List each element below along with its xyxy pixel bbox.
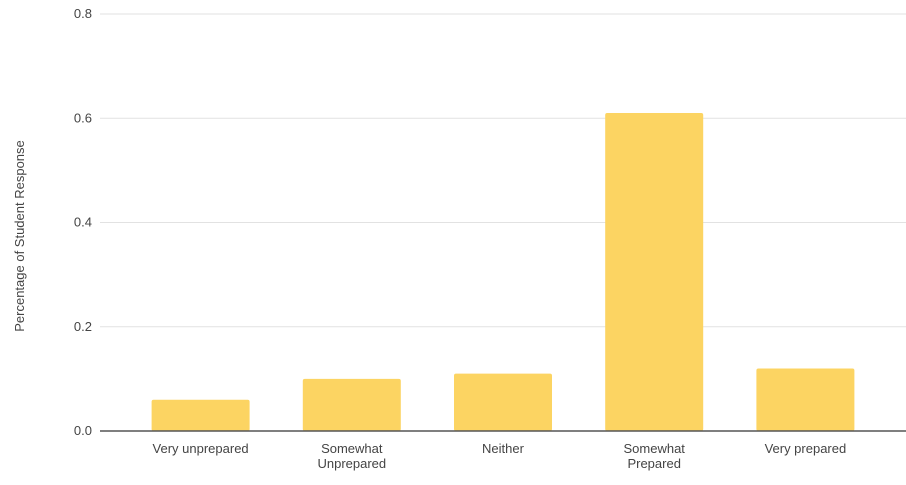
y-tick-label: 0.8	[74, 6, 92, 21]
x-tick-label-line: Neither	[482, 441, 525, 456]
bar	[454, 373, 552, 431]
y-tick-label: 0.2	[74, 319, 92, 334]
bar	[302, 378, 401, 431]
y-tick-label: 0.4	[74, 215, 92, 230]
x-tick-label-line: Somewhat	[321, 441, 383, 456]
gridlines	[100, 13, 906, 328]
x-tick-label-line: Prepared	[627, 456, 680, 471]
bars	[151, 113, 855, 431]
bar	[605, 113, 704, 431]
x-tick-label: Very unprepared	[153, 441, 249, 456]
x-tick-label: Neither	[482, 441, 525, 456]
y-tick-label: 0.0	[74, 423, 92, 438]
bar	[151, 399, 250, 431]
x-tick-label: Somewhat Unprepared	[317, 441, 386, 471]
bar	[756, 368, 855, 431]
y-axis-title: Percentage of Student Response	[12, 140, 27, 332]
x-tick-label-line: Somewhat	[623, 441, 685, 456]
x-tick-label-line: Very prepared	[765, 441, 847, 456]
y-tick-label: 0.6	[74, 110, 92, 125]
x-tick-label-line: Unprepared	[317, 456, 386, 471]
x-tick-label: Very prepared	[765, 441, 847, 456]
x-tick-label: Somewhat Prepared	[623, 441, 685, 471]
x-tick-label-line: Very unprepared	[153, 441, 249, 456]
